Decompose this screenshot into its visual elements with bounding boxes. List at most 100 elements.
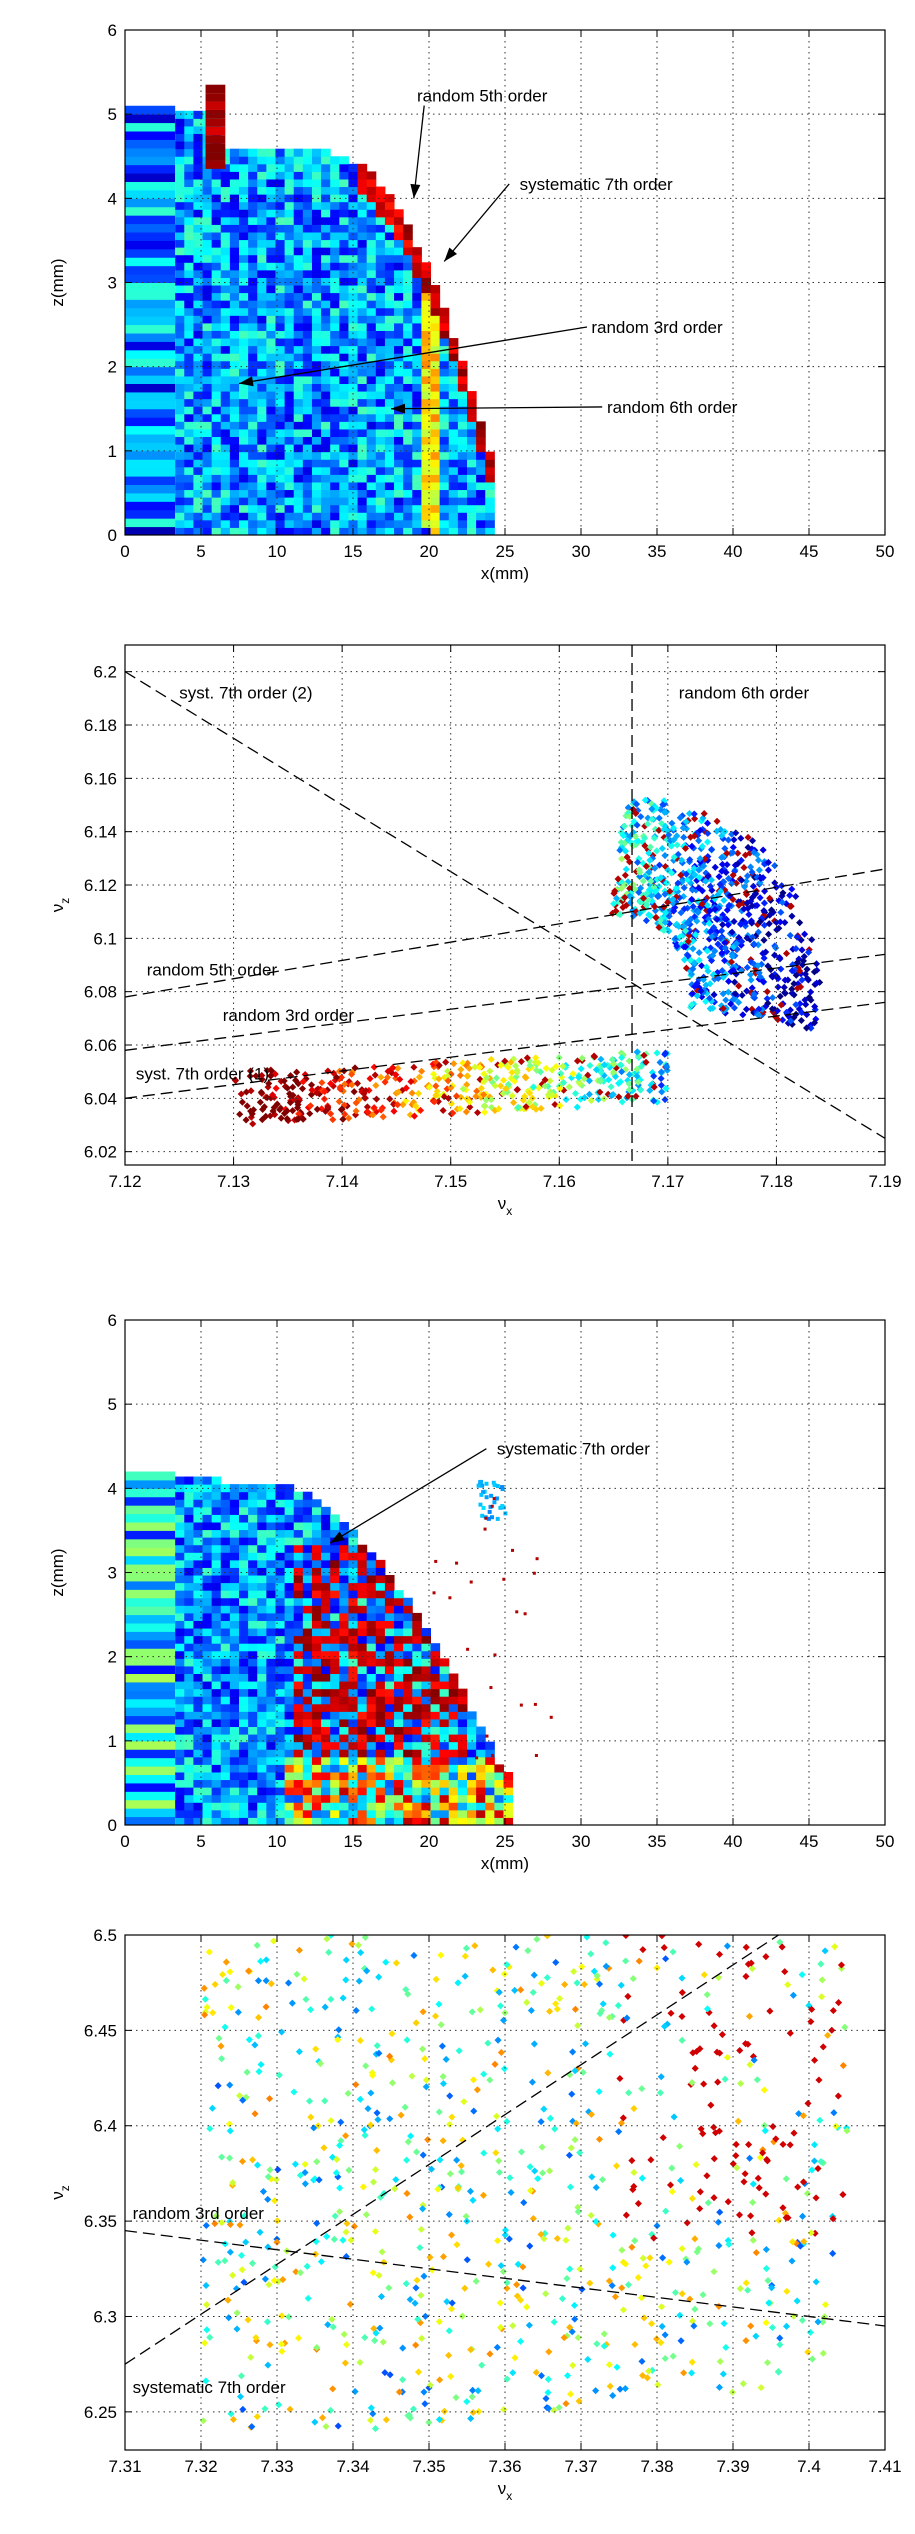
heat-cell	[275, 1741, 286, 1750]
heat-cell	[257, 307, 267, 316]
scatter-point	[590, 1052, 598, 1060]
scatter-point	[715, 873, 723, 881]
x-tick-label: 0	[120, 1832, 129, 1851]
heat-cell	[266, 1711, 276, 1720]
scatter-point	[419, 2008, 427, 2016]
heat-cell	[184, 1794, 194, 1803]
heat-cell	[266, 1575, 276, 1584]
scatter-point	[221, 2257, 229, 2265]
heat-cell	[284, 239, 295, 248]
heat-cell	[375, 254, 386, 263]
heat-cell	[302, 1665, 313, 1674]
heat-cell	[321, 156, 331, 165]
scatter-point	[786, 931, 794, 939]
heat-cell	[339, 1537, 349, 1546]
heat-cell	[366, 178, 377, 188]
heat-cell	[448, 1673, 459, 1682]
annotation-label: systematic 7th order	[497, 1440, 650, 1459]
scatter-point	[682, 964, 690, 972]
heat-cell	[403, 300, 413, 309]
heat-cell	[302, 1794, 313, 1803]
scatter-point	[730, 836, 738, 844]
heat-cell	[403, 512, 413, 521]
heat-cell	[239, 1718, 249, 1728]
heat-cell	[248, 459, 258, 468]
scatter-point	[765, 930, 773, 938]
heat-cell	[184, 118, 194, 127]
scatter-point	[289, 1107, 297, 1115]
heat-cell	[412, 1696, 422, 1705]
scatter-point	[650, 834, 658, 842]
heat-cell	[321, 315, 331, 324]
heat-cell	[293, 269, 304, 278]
heat-cell	[394, 481, 404, 491]
heat-cell	[430, 292, 441, 301]
heat-cell	[266, 375, 276, 384]
heat-cell	[184, 292, 194, 301]
heat-cell	[229, 338, 240, 347]
heat-cell	[193, 1514, 204, 1523]
heat-cell	[366, 300, 377, 309]
heat-cell	[430, 459, 441, 468]
heat-cell	[403, 421, 413, 430]
heat-cell	[311, 383, 322, 392]
scatter-point	[597, 1069, 605, 1077]
heat-cell	[229, 512, 240, 521]
heat-cell	[275, 163, 286, 172]
heat-cell	[321, 1779, 331, 1788]
heat-cell	[430, 1665, 441, 1674]
heat-cell	[125, 1707, 176, 1717]
heat-cell	[175, 421, 185, 430]
heat-cell	[439, 1741, 450, 1750]
heat-cell	[339, 1575, 349, 1584]
heat-cell	[275, 1650, 286, 1659]
scatter-point	[705, 915, 713, 923]
scatter-point	[417, 2291, 425, 2299]
annotation-label: random 6th order	[607, 398, 738, 417]
heat-cell	[321, 1718, 331, 1728]
heat-cell	[403, 428, 413, 438]
heat-cell	[193, 141, 204, 150]
heat-cell	[430, 1718, 441, 1728]
heat-cell	[302, 406, 313, 415]
heat-cell	[366, 1582, 377, 1591]
heat-cell	[266, 1794, 276, 1803]
heat-cell	[275, 1696, 286, 1705]
scatter-point	[676, 814, 684, 822]
heat-cell	[403, 1681, 413, 1690]
heat-cell	[193, 1582, 204, 1591]
heat-cell	[339, 1749, 349, 1758]
heat-cell	[375, 1764, 386, 1773]
heat-cell	[211, 1711, 222, 1720]
heat-cell	[439, 1688, 450, 1697]
heat-cell	[302, 239, 313, 248]
heat-cell	[284, 1484, 295, 1493]
scatter-point	[289, 1083, 297, 1091]
heat-cell	[302, 1749, 313, 1758]
heat-cell	[184, 383, 194, 392]
heat-cell	[193, 1779, 204, 1788]
heat-cell	[184, 277, 194, 286]
scatter-point	[658, 2303, 666, 2311]
heat-cell	[339, 466, 349, 475]
heat-cell	[302, 1650, 313, 1659]
heat-cell	[375, 1612, 386, 1621]
heat-cell	[430, 1734, 441, 1743]
scatter-point	[631, 2340, 639, 2349]
heat-cell	[220, 1688, 231, 1697]
heat-cell	[229, 1643, 240, 1652]
heat-cell	[293, 300, 304, 309]
heat-cell	[184, 368, 194, 377]
heat-cell	[421, 398, 432, 407]
heat-cell	[348, 421, 359, 430]
heat-cell	[175, 497, 185, 506]
heat-cell	[266, 1620, 276, 1629]
x-tick-label: 35	[648, 1832, 667, 1851]
heat-cell	[375, 1658, 386, 1667]
y-tick-label: 2	[108, 1648, 117, 1667]
heat-cell	[175, 413, 185, 422]
heat-cell	[293, 1779, 304, 1788]
scatter-point	[677, 2337, 685, 2345]
heat-cell	[257, 1802, 267, 1811]
heat-cell	[403, 1764, 413, 1773]
